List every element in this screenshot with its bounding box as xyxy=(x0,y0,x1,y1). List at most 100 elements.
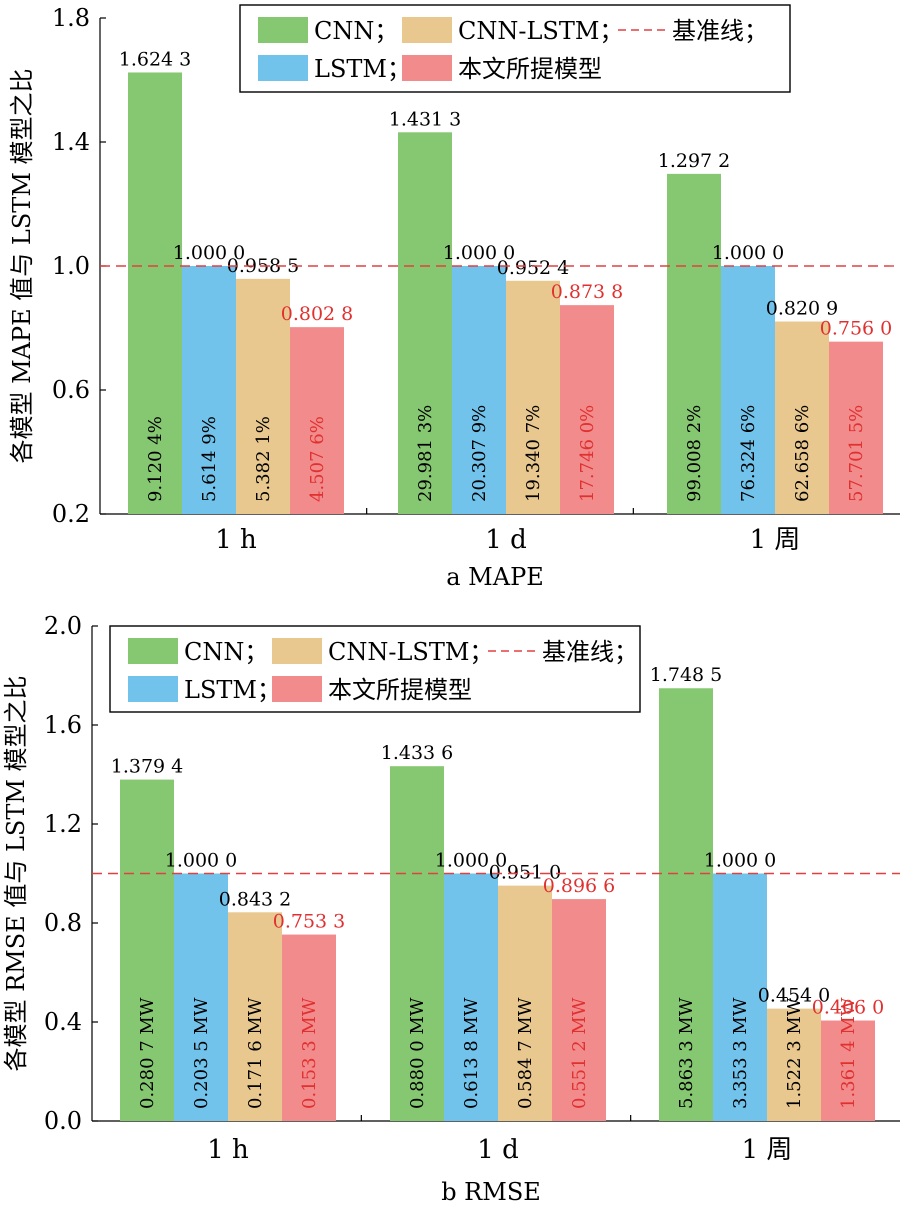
bar-inner-label: 20.307 9% xyxy=(469,405,490,502)
bar-proposed xyxy=(560,305,614,514)
y-tick-label: 1.8 xyxy=(52,4,90,32)
bar-lstm xyxy=(452,266,506,514)
bar-value-label: 1.379 4 xyxy=(111,756,184,778)
bar-inner-label: 5.614 9% xyxy=(199,416,220,502)
y-axis-label: 各模型 RMSE 值与 LSTM 模型之比 xyxy=(2,675,30,1071)
legend-swatch-cnn-lstm xyxy=(272,638,322,664)
legend-label: 本文所提模型 xyxy=(458,55,602,83)
bar-cnn-lstm xyxy=(228,912,282,1121)
legend-label: CNN； xyxy=(314,17,398,45)
bar-inner-label: 17.746 0% xyxy=(577,405,598,502)
bar-inner-label: 3.353 3 MW xyxy=(730,997,751,1109)
y-tick-label: 1.4 xyxy=(52,128,90,156)
bar-cnn xyxy=(659,688,713,1121)
bar-value-label: 0.756 0 xyxy=(820,318,893,340)
bar-inner-label: 0.880 0 MW xyxy=(407,997,428,1109)
legend-swatch-lstm xyxy=(128,676,178,702)
bar-inner-label: 0.153 3 MW xyxy=(299,997,320,1109)
chart-panel-mape: 0.2 0.6 1.0 1.4 1.8 各模型 MAPE 值与 LSTM 模型之比 1 h 1… xyxy=(8,4,900,591)
bar-value-label: 0.951 0 xyxy=(489,862,562,884)
legend-swatch-cnn xyxy=(258,17,308,43)
bar-value-label: 1.000 0 xyxy=(712,242,785,264)
legend-label: 本文所提模型 xyxy=(328,676,472,704)
bar-value-label: 0.802 8 xyxy=(281,303,354,325)
bar-inner-label: 4.507 6% xyxy=(307,416,328,502)
y-tick-label: 0.6 xyxy=(52,376,90,404)
bar-cnn xyxy=(128,72,182,514)
legend-swatch-cnn xyxy=(128,638,178,664)
bar-lstm xyxy=(444,873,498,1121)
chart-subtitle: a MAPE xyxy=(446,563,544,591)
bar-value-label: 0.454 0 xyxy=(758,985,831,1007)
bar-value-label: 1.624 3 xyxy=(119,48,192,70)
y-tick-label: 1.0 xyxy=(52,252,90,280)
bar-lstm xyxy=(713,873,767,1121)
bar-value-label: 1.000 0 xyxy=(173,242,246,264)
bar-proposed xyxy=(821,1020,875,1121)
bar-lstm xyxy=(182,266,236,514)
legend-label: 基准线； xyxy=(672,17,768,45)
y-tick-label: 1.6 xyxy=(44,711,82,739)
bar-inner-label: 0.203 5 MW xyxy=(191,997,212,1109)
legend-swatch-proposed xyxy=(402,55,452,81)
bar-inner-label: 5.382 1% xyxy=(253,416,274,502)
bar-proposed xyxy=(829,341,883,514)
bar-value-label: 1.433 6 xyxy=(381,742,454,764)
category-label: 1 d xyxy=(477,1135,518,1165)
legend-swatch-proposed xyxy=(272,676,322,702)
bar-value-label: 0.843 2 xyxy=(219,888,292,910)
y-tick-label: 0.0 xyxy=(44,1107,82,1135)
y-tick-label: 0.8 xyxy=(44,909,82,937)
bar-value-label: 1.000 0 xyxy=(165,850,238,872)
bar-cnn xyxy=(390,766,444,1121)
bar-value-label: 1.000 0 xyxy=(435,850,508,872)
bar-inner-label: 99.008 2% xyxy=(684,405,705,502)
bar-inner-label: 0.551 2 MW xyxy=(569,997,590,1109)
y-tick-label: 2.0 xyxy=(44,612,82,640)
legend-label: CNN-LSTM； xyxy=(458,17,623,45)
bar-proposed xyxy=(290,327,344,514)
bar-inner-label: 0.613 8 MW xyxy=(461,997,482,1109)
bar-value-label: 1.000 0 xyxy=(443,242,516,264)
y-tick-label: 0.4 xyxy=(44,1008,82,1036)
bar-lstm xyxy=(721,266,775,514)
bar-cnn xyxy=(667,173,721,515)
category-label: 1 h xyxy=(215,525,257,555)
bar-cnn-lstm xyxy=(498,885,552,1121)
bar-inner-label: 0.171 6 MW xyxy=(245,997,266,1109)
legend: CNN； CNN-LSTM； 基准线； LSTM； 本文所提模型 xyxy=(239,4,791,93)
bar-cnn-lstm xyxy=(506,280,560,514)
bar-inner-label: 1.522 3 MW xyxy=(784,997,805,1109)
category-label: 1 周 xyxy=(750,525,801,555)
bar-value-label: 0.820 9 xyxy=(766,298,839,320)
bar-cnn-lstm xyxy=(236,278,290,514)
y-tick-label: 0.2 xyxy=(52,500,90,528)
bar-inner-label: 62.658 6% xyxy=(792,405,813,502)
chart-subtitle: b RMSE xyxy=(441,1178,541,1205)
legend-box xyxy=(109,625,641,713)
chart-panel-rmse: 0.0 0.4 0.8 1.2 1.6 2.0 各模型 RMSE 值与 LSTM 模型之比 1… xyxy=(2,612,900,1205)
bar-value-label: 1.431 3 xyxy=(389,108,462,130)
bar-cnn xyxy=(398,132,452,514)
legend-label: LSTM； xyxy=(184,676,281,704)
y-axis-label: 各模型 MAPE 值与 LSTM 模型之比 xyxy=(8,68,36,463)
bar-value-label: 0.753 3 xyxy=(273,911,346,933)
bar-value-label: 1.000 0 xyxy=(704,850,777,872)
bar-inner-label: 19.340 7% xyxy=(523,405,544,502)
legend-label: CNN； xyxy=(184,638,268,666)
legend: CNN； CNN-LSTM； 基准线； LSTM； 本文所提模型 xyxy=(109,625,641,713)
y-tick-label: 1.2 xyxy=(44,810,82,838)
bar-inner-label: 5.863 3 MW xyxy=(676,997,697,1109)
bar-cnn-lstm xyxy=(767,1008,821,1121)
bar-value-label: 0.873 8 xyxy=(551,281,624,303)
legend-swatch-lstm xyxy=(258,55,308,81)
bar-value-label: 0.406 0 xyxy=(812,997,885,1019)
bar-inner-label: 9.120 4% xyxy=(145,416,166,502)
bar-proposed xyxy=(282,934,336,1121)
legend-swatch-cnn-lstm xyxy=(402,17,452,43)
legend-label: 基准线； xyxy=(542,638,638,666)
bar-value-label: 0.952 4 xyxy=(497,257,570,279)
category-label: 1 h xyxy=(207,1135,249,1165)
bar-inner-label: 1.361 4 MW xyxy=(838,997,859,1109)
